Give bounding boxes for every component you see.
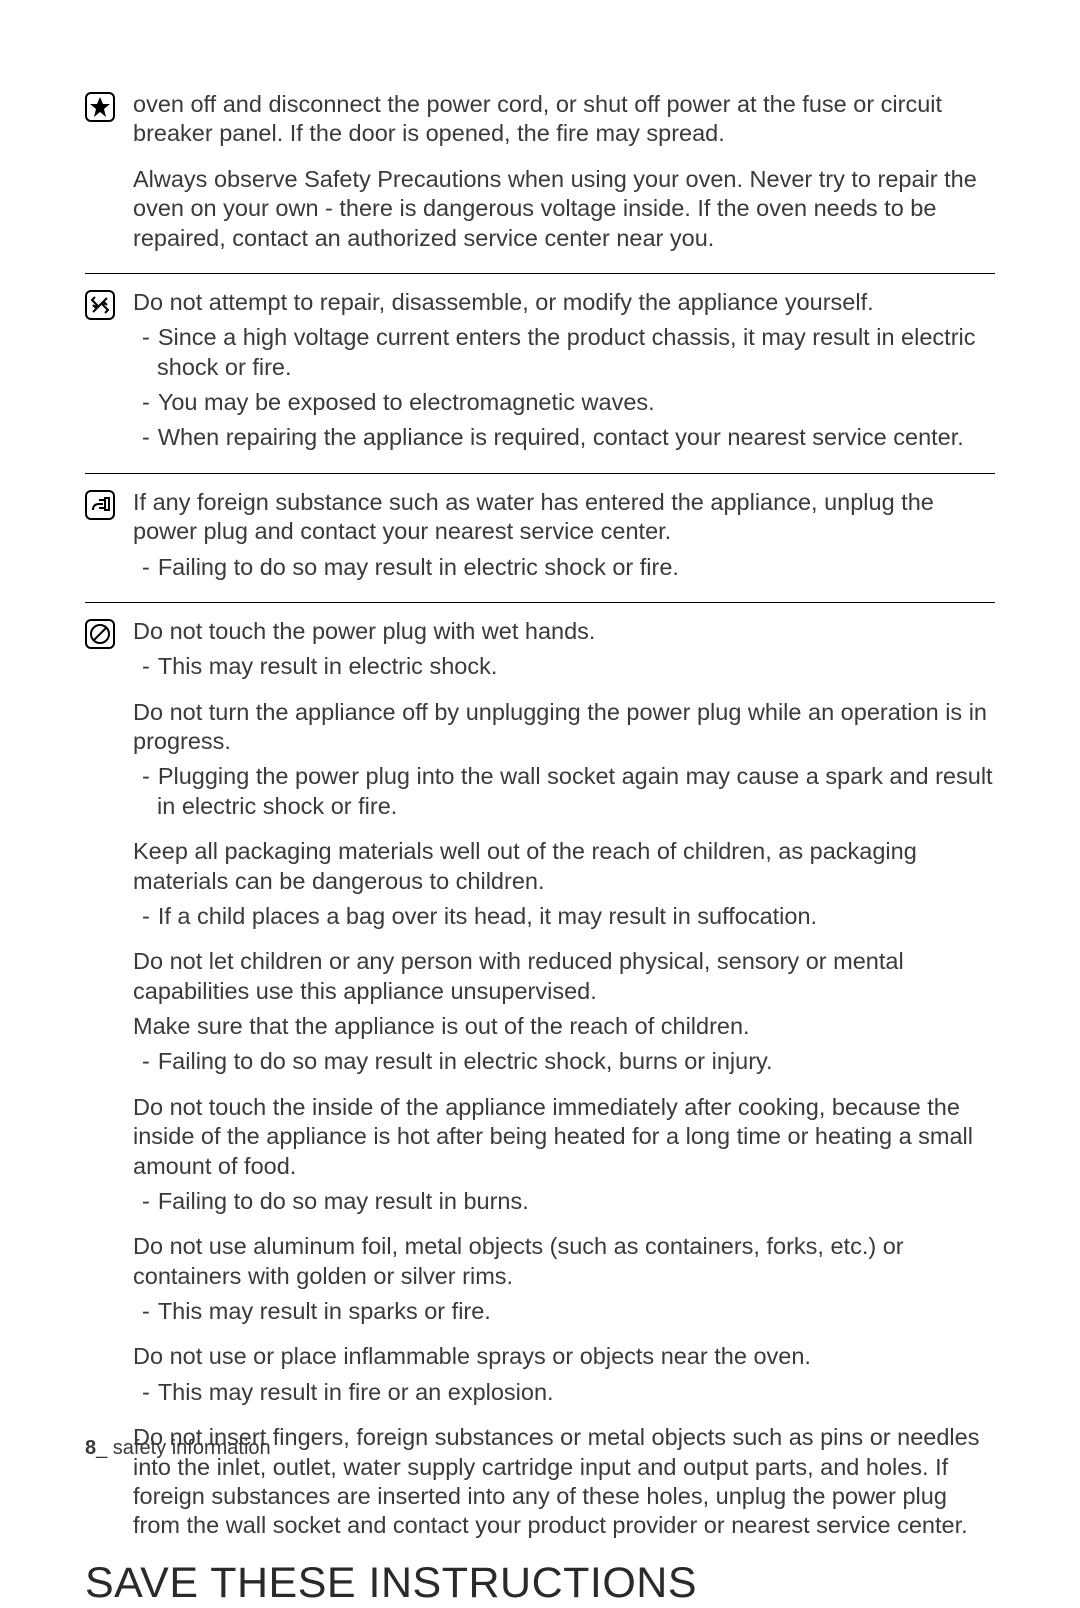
no-disassemble-icon (85, 288, 133, 325)
paragraph: Do not touch the inside of the appliance… (133, 1093, 995, 1181)
content: oven off and disconnect the power cord, … (133, 90, 995, 259)
bullet: Plugging the power plug into the wall so… (133, 762, 995, 821)
paragraph: Do not attempt to repair, disassemble, o… (133, 288, 995, 317)
bullet: Failing to do so may result in electric … (133, 553, 995, 582)
bullet: This may result in sparks or fire. (133, 1297, 995, 1326)
paragraph: Keep all packaging materials well out of… (133, 837, 995, 896)
bullet: If a child places a bag over its head, i… (133, 902, 995, 931)
warning-section-prior-continued: oven off and disconnect the power cord, … (85, 90, 995, 274)
paragraph: Do not let children or any person with r… (133, 947, 995, 1006)
bullet: You may be exposed to electromagnetic wa… (133, 388, 995, 417)
paragraph: Do not use or place inflammable sprays o… (133, 1342, 995, 1371)
page-footer: 8_ safety information (85, 1437, 271, 1460)
paragraph: Make sure that the appliance is out of t… (133, 1012, 995, 1041)
save-instructions-heading: SAVE THESE INSTRUCTIONS (85, 1559, 995, 1608)
footer-label: _ safety information (96, 1437, 271, 1459)
bullet: Since a high voltage current enters the … (133, 323, 995, 382)
star-icon (85, 90, 133, 127)
content: If any foreign substance such as water h… (133, 488, 995, 588)
bullet: This may result in electric shock. (133, 652, 995, 681)
unplug-icon (85, 488, 133, 525)
warning-section-disassemble: Do not attempt to repair, disassemble, o… (85, 288, 995, 474)
paragraph: Do not touch the power plug with wet han… (133, 617, 995, 646)
paragraph: oven off and disconnect the power cord, … (133, 90, 995, 149)
warning-section-prohibited: Do not touch the power plug with wet han… (85, 617, 995, 1547)
paragraph: Do not turn the appliance off by unplugg… (133, 698, 995, 757)
bullet: Failing to do so may result in electric … (133, 1047, 995, 1076)
content: Do not attempt to repair, disassemble, o… (133, 288, 995, 459)
prohibited-icon (85, 617, 133, 654)
page-number: 8 (85, 1437, 96, 1459)
paragraph: Do not use aluminum foil, metal objects … (133, 1232, 995, 1291)
bullet: Failing to do so may result in burns. (133, 1187, 995, 1216)
paragraph: Always observe Safety Precautions when u… (133, 165, 995, 253)
bullet: When repairing the appliance is required… (133, 423, 995, 452)
content: Do not touch the power plug with wet han… (133, 617, 995, 1547)
bullet: This may result in fire or an explosion. (133, 1378, 995, 1407)
warning-section-unplug: If any foreign substance such as water h… (85, 488, 995, 603)
paragraph: If any foreign substance such as water h… (133, 488, 995, 547)
